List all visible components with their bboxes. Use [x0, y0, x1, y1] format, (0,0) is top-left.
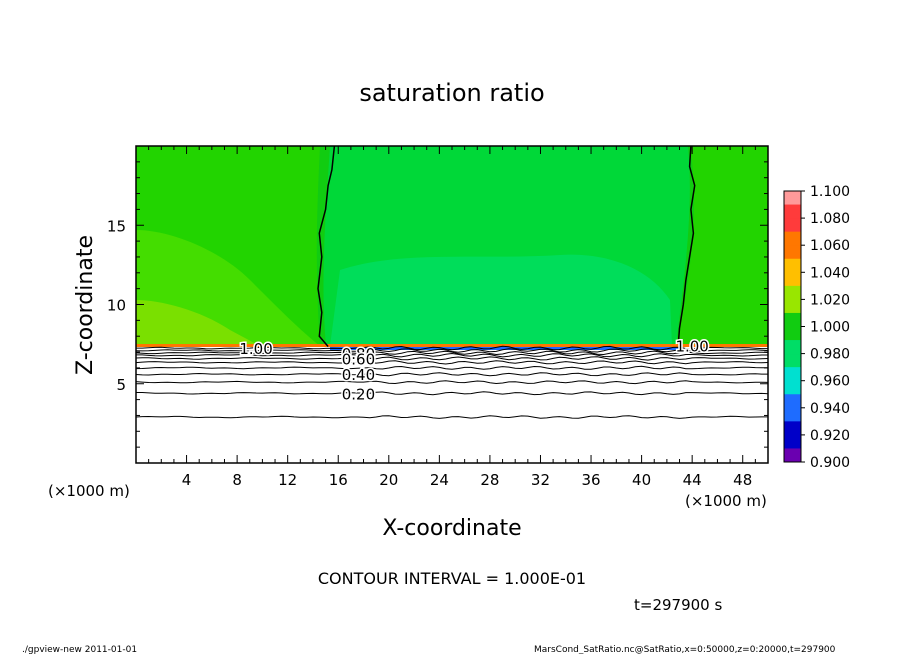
contour-line [136, 380, 768, 385]
x-tick-label: 8 [232, 471, 242, 489]
x-tick-label: 24 [430, 471, 449, 489]
contour-label: 0.20 [342, 385, 375, 403]
contour-line [136, 350, 768, 356]
contour-label: 0.80 [342, 345, 375, 363]
x-tick-label: 36 [581, 471, 600, 489]
contour-line [136, 356, 768, 361]
contour-line [136, 348, 768, 353]
colorbar-label: 0.960 [810, 374, 850, 390]
x-tick-label: 32 [531, 471, 550, 489]
field-region-center-low [330, 254, 672, 346]
colorbar-band-half [784, 367, 801, 382]
x-axis-label: X-coordinate [382, 516, 521, 541]
colorbar-band-half [784, 204, 801, 219]
contour-line-1.00-right [677, 146, 696, 345]
contour-line [136, 360, 768, 365]
y-tick-label: 15 [107, 217, 126, 235]
x-tick-label: 40 [632, 471, 651, 489]
x-tick-label: 20 [379, 471, 398, 489]
colorbar-label: 0.980 [810, 347, 850, 363]
plot-area: 1.00 1.00 0.800.600.400.20 [136, 146, 768, 463]
colorbar-label: 0.900 [810, 455, 850, 471]
contour-line [136, 391, 768, 396]
y-tick-label: 10 [107, 297, 126, 315]
contour-label: 0.60 [342, 350, 375, 368]
colorbar-band-half [784, 285, 801, 300]
x-unit-label-left: (×1000 m) [48, 482, 130, 500]
y-tick-label: 5 [116, 376, 126, 394]
y-axis-label: Z-coordinate [73, 235, 98, 375]
boundary-cold [330, 347, 680, 350]
colorbar-band-half [784, 448, 801, 463]
field-region-right [676, 146, 768, 346]
colorbar-band-half [784, 394, 801, 409]
colorbar-label: 1.080 [810, 211, 850, 227]
contour-interval-text: CONTOUR INTERVAL = 1.000E-01 [318, 569, 586, 588]
colorbar-label: 0.940 [810, 401, 850, 417]
field-region-left-warmer [136, 300, 260, 346]
contour-line [136, 372, 768, 377]
x-tick-label: 28 [480, 471, 499, 489]
contour-label: 0.40 [342, 366, 375, 384]
x-tick-label: 16 [329, 471, 348, 489]
contour-line-1.00-left [317, 146, 336, 347]
colorbar-label: 1.060 [810, 238, 850, 254]
x-tick-label: 44 [683, 471, 702, 489]
colorbar-band-half [784, 231, 801, 246]
contour-line [136, 415, 768, 419]
chart-title: saturation ratio [359, 79, 544, 107]
colorbar-band-half [784, 421, 801, 436]
x-tick-label: 4 [182, 471, 192, 489]
x-tick-label: 48 [733, 471, 752, 489]
boundary-warm [136, 344, 768, 347]
time-text: t=297900 s [634, 596, 722, 614]
colorbar-label: 1.100 [810, 184, 850, 200]
x-tick-label: 12 [278, 471, 297, 489]
footer-right: MarsCond_SatRatio.nc@SatRatio,x=0:50000,… [534, 645, 836, 654]
colorbar: 1.100 1.080 1.060 1.040 1.020 1.000 0.980 0.960… [783, 184, 850, 471]
contour-label: 1.00 [675, 338, 708, 356]
colorbar-label: 1.000 [810, 320, 850, 336]
contour-line [136, 365, 768, 370]
footer-left: ./gpview-new 2011-01-01 [22, 645, 137, 654]
colorbar-band-half [784, 340, 801, 355]
x-axis: 4 8 12 16 20 24 28 32 36 40 44 48 [148, 146, 756, 489]
contour-line [136, 352, 768, 358]
colorbar-band-half [784, 312, 801, 327]
contour-line [136, 345, 768, 351]
colorbar-label: 0.920 [810, 428, 850, 444]
colorbar-label: 1.040 [810, 265, 850, 281]
colorbar-label: 1.020 [810, 292, 850, 308]
contour-label: 1.00 [239, 340, 272, 358]
colorbar-band-half [784, 258, 801, 273]
x-unit-label-right: (×1000 m) [685, 492, 767, 510]
contour-lines: 1.00 1.00 0.800.600.400.20 [136, 146, 768, 419]
y-axis: 5 10 15 [107, 161, 768, 448]
